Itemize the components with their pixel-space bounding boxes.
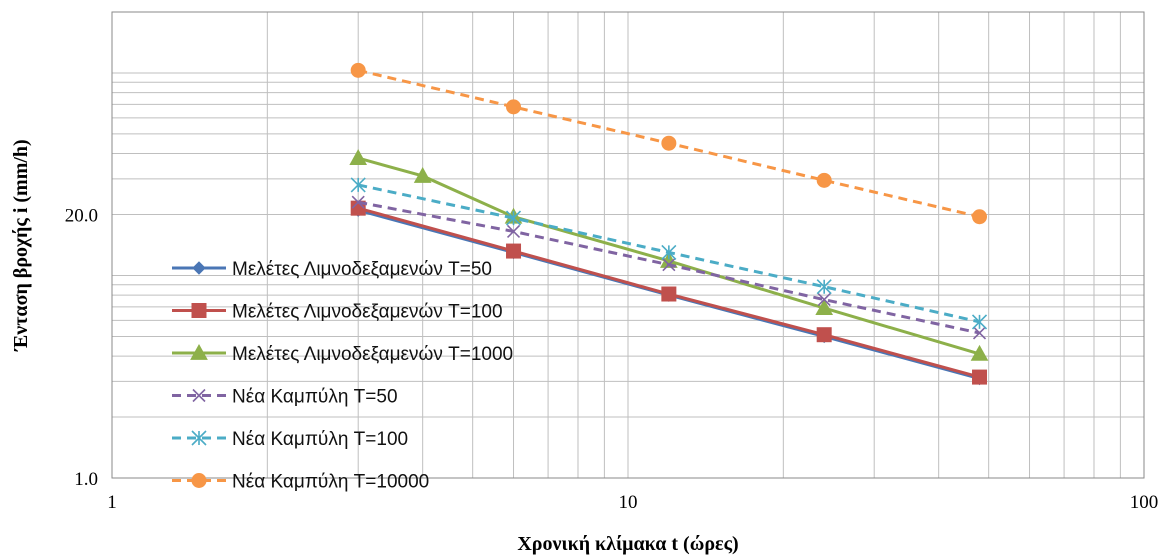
data-point-star-marker [971,314,988,330]
x-tick-label: 10 [619,492,638,513]
legend-item: Μελέτες Λιμνοδεξαμενών T=1000 [172,343,513,365]
data-point-square-marker [191,303,207,318]
series-layer [349,62,989,386]
data-point-star-marker [350,177,366,193]
data-point-x-marker [817,293,831,307]
data-point-square-marker [661,286,677,302]
data-point-x-marker [192,388,206,403]
legend-item: Μελέτες Λιμνοδεξαμενών T=50 [172,259,492,280]
x-tick-labels: 1 10 100 [107,492,1158,513]
data-point-circle-marker [506,99,522,115]
legend-label: Νέα Καμπύλη T=50 [232,387,398,408]
legend-item: Νέα Καμπύλη T=100 [172,429,408,450]
legend-label: Μελέτες Λιμνοδεξαμενών T=100 [232,302,503,323]
legend-label: Νέα Καμπύλη T=10000 [232,472,429,493]
data-point-circle-marker [972,209,988,225]
data-point-star-marker [191,430,207,446]
data-point-star-marker [661,244,677,260]
data-point-triangle-marker [190,343,208,360]
series-group [349,149,989,361]
legend-label: Νέα Καμπύλη T=100 [232,429,408,450]
data-point-triangle-marker [349,149,368,165]
data-point-diamond-marker [192,261,206,275]
data-point-square-marker [816,327,832,343]
data-point-square-marker [506,243,522,259]
data-point-x-marker [506,224,521,239]
series-group [351,195,987,340]
data-point-square-marker [972,369,988,385]
series-group [350,200,988,385]
legend: Μελέτες Λιμνοδεξαμενών T=50 Μελέτες Λιμνο… [172,259,513,493]
data-point-x-marker [662,258,676,272]
legend-label: Μελέτες Λιμνοδεξαμενών T=1000 [232,344,513,365]
legend-label: Μελέτες Λιμνοδεξαμενών T=50 [232,259,492,280]
data-point-star-marker [505,210,522,226]
legend-item: Μελέτες Λιμνοδεξαμενών T=100 [172,302,503,323]
data-point-circle-marker [661,135,677,151]
x-tick-label: 1 [107,492,117,513]
data-point-circle-marker [816,172,832,188]
data-point-triangle-marker [413,166,432,183]
data-point-star-marker [816,279,832,295]
x-tick-label: 100 [1130,492,1159,513]
y-tick-label: 20.0 [65,206,98,227]
data-point-circle-marker [191,473,207,488]
legend-item: Νέα Καμπύλη T=10000 [172,472,429,493]
series-line [357,156,980,356]
y-tick-labels: 1.0 20.0 [65,206,98,490]
y-tick-label: 1.0 [74,469,98,490]
legend-item: Νέα Καμπύλη T=50 [172,387,398,408]
data-point-x-marker [972,326,987,340]
plot-area-border [111,11,1145,479]
x-axis-title: Χρονική κλίμακα t (ώρες) [517,533,738,555]
data-point-circle-marker [350,62,366,78]
data-point-triangle-marker [815,299,834,316]
y-axis-title: Ένταση βροχής i (mm/h) [10,139,32,351]
data-point-triangle-marker [970,344,989,361]
data-point-x-marker [351,195,365,209]
gridlines [112,12,1144,478]
series-group [350,62,988,225]
series-group [350,177,988,330]
